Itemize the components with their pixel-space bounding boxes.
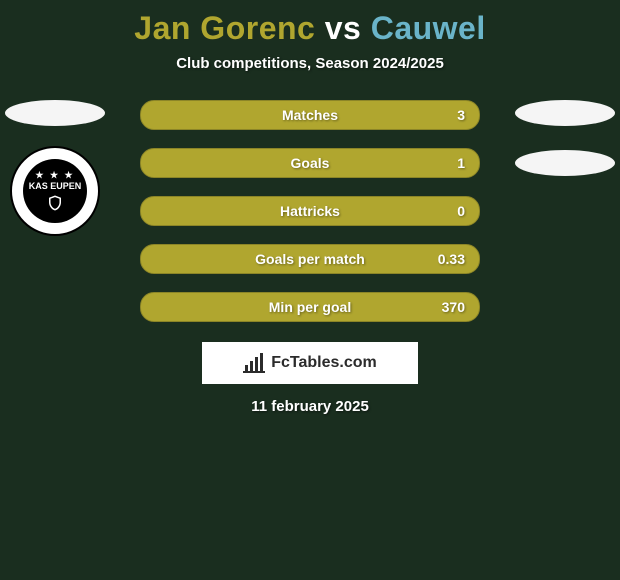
page-title: Jan Gorenc vs Cauwel (0, 0, 620, 47)
stat-value: 370 (442, 299, 465, 315)
stat-bar: Hattricks 0 (140, 196, 480, 226)
stat-bar: Matches 3 (140, 100, 480, 130)
shield-icon (46, 194, 64, 212)
title-player1: Jan Gorenc (134, 10, 315, 46)
right-ellipse-2 (515, 150, 615, 176)
stat-label: Goals (291, 155, 330, 171)
stat-bars: Matches 3 Goals 1 Hattricks 0 Goals per match 0… (140, 100, 480, 322)
left-ellipse-placeholder (5, 100, 105, 126)
stat-value: 0.33 (438, 251, 465, 267)
club-badge-inner: ★ ★ ★ KAS EUPEN (23, 159, 87, 223)
stat-label: Hattricks (280, 203, 340, 219)
left-column: ★ ★ ★ KAS EUPEN (0, 100, 110, 236)
stat-value: 1 (457, 155, 465, 171)
stat-bar: Goals per match 0.33 (140, 244, 480, 274)
content-area: ★ ★ ★ KAS EUPEN Matches 3 Goals 1 Hattricks 0… (0, 100, 620, 415)
club-name: KAS EUPEN (29, 182, 82, 191)
right-column (510, 100, 620, 176)
stat-bar: Goals 1 (140, 148, 480, 178)
infographic-root: Jan Gorenc vs Cauwel Club competitions, … (0, 0, 620, 580)
date-text: 11 february 2025 (0, 398, 620, 415)
stat-label: Min per goal (269, 299, 351, 315)
stars-icon: ★ ★ ★ (35, 171, 74, 180)
stat-value: 0 (457, 203, 465, 219)
stat-label: Goals per match (255, 251, 365, 267)
stat-value: 3 (457, 107, 465, 123)
right-ellipse-1 (515, 100, 615, 126)
brand-box: FcTables.com (202, 342, 418, 384)
bar-chart-icon (243, 353, 265, 373)
title-vs: vs (325, 10, 362, 46)
stat-label: Matches (282, 107, 338, 123)
stat-bar: Min per goal 370 (140, 292, 480, 322)
subtitle: Club competitions, Season 2024/2025 (0, 55, 620, 72)
club-badge-left: ★ ★ ★ KAS EUPEN (10, 146, 100, 236)
title-player2: Cauwel (371, 10, 486, 46)
brand-text: FcTables.com (271, 354, 377, 372)
